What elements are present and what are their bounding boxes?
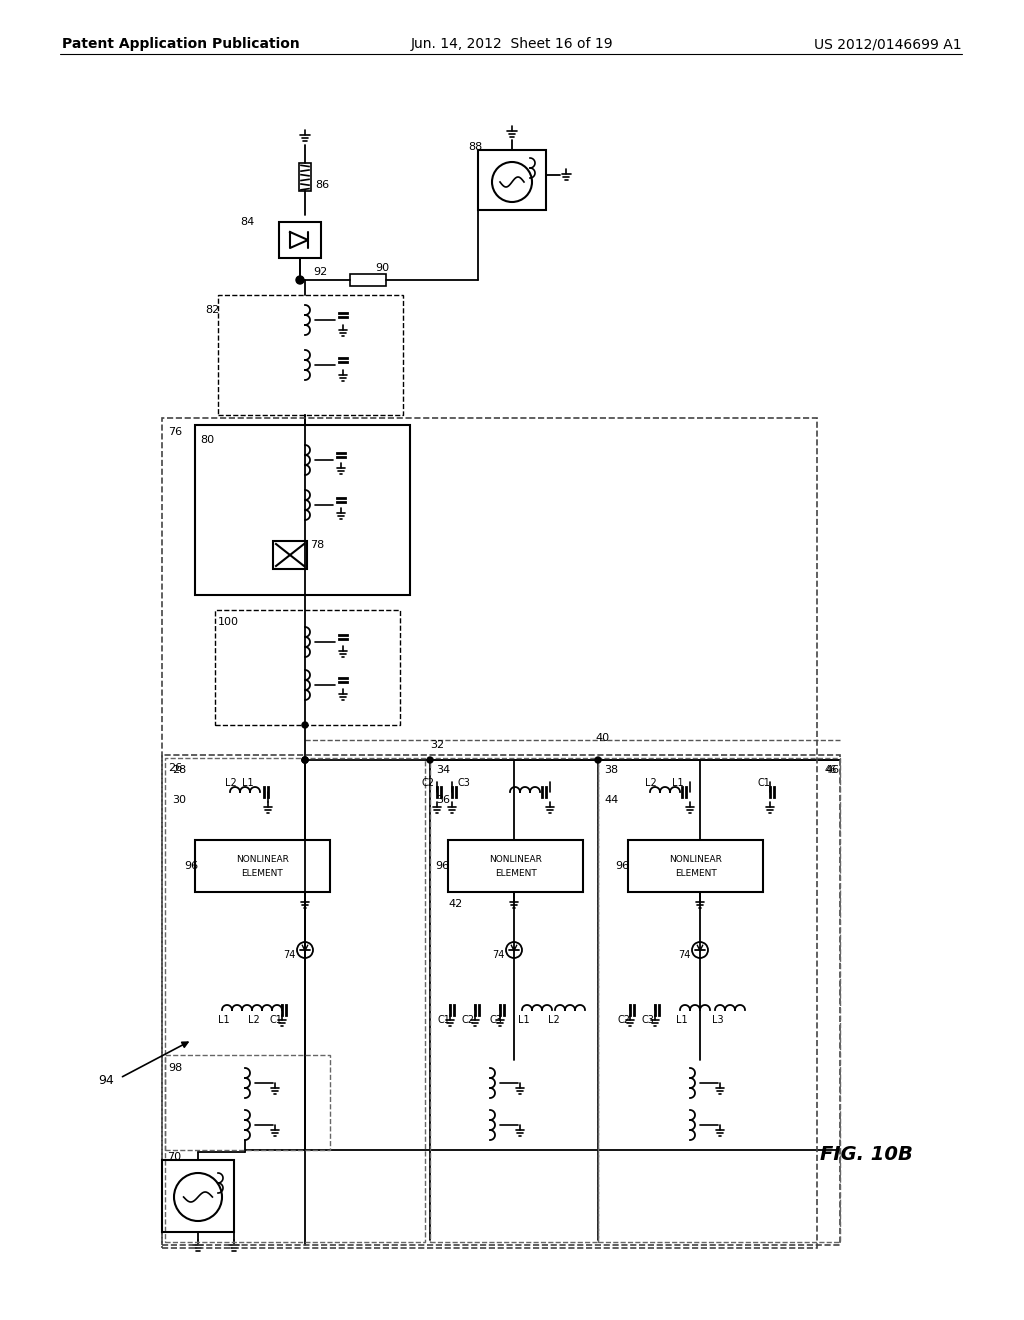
Text: NONLINEAR: NONLINEAR (489, 855, 542, 865)
Text: L2: L2 (645, 777, 656, 788)
Text: 74: 74 (678, 950, 690, 960)
Text: 26: 26 (168, 763, 182, 774)
Bar (162, 418, 817, 1247)
Text: L2: L2 (548, 1015, 560, 1026)
Circle shape (302, 756, 308, 763)
Circle shape (302, 756, 308, 763)
Bar (478, 150, 546, 210)
Text: 44: 44 (604, 795, 618, 805)
Text: 96: 96 (435, 861, 450, 871)
Text: 46: 46 (825, 766, 838, 775)
Text: L1: L1 (218, 1015, 229, 1026)
Text: ELEMENT: ELEMENT (675, 870, 717, 878)
Circle shape (595, 756, 601, 763)
Text: L2: L2 (248, 1015, 260, 1026)
Text: 96: 96 (615, 861, 629, 871)
Text: C3: C3 (490, 1015, 503, 1026)
Text: 94: 94 (98, 1073, 114, 1086)
Bar (195, 840, 330, 892)
Bar (628, 840, 763, 892)
Bar (350, 275, 386, 286)
Text: 96: 96 (184, 861, 198, 871)
Bar (299, 162, 311, 191)
Bar (218, 294, 403, 414)
Text: 32: 32 (430, 741, 444, 750)
Text: C2: C2 (462, 1015, 475, 1026)
Text: L1: L1 (242, 777, 254, 788)
Circle shape (427, 756, 433, 763)
Text: 74: 74 (283, 950, 295, 960)
Bar (430, 758, 598, 1242)
Text: 82: 82 (205, 305, 219, 315)
Bar (215, 610, 400, 725)
Text: NONLINEAR: NONLINEAR (669, 855, 722, 865)
Circle shape (297, 277, 303, 282)
Text: Patent Application Publication: Patent Application Publication (62, 37, 300, 51)
Bar (449, 840, 583, 892)
Text: NONLINEAR: NONLINEAR (237, 855, 289, 865)
Text: 28: 28 (172, 766, 186, 775)
Bar (165, 758, 425, 1242)
Bar (162, 755, 840, 1245)
Text: C3: C3 (458, 777, 471, 788)
Text: 92: 92 (313, 267, 328, 277)
Text: L3: L3 (712, 1015, 724, 1026)
Bar (162, 1160, 234, 1232)
Text: Jun. 14, 2012  Sheet 16 of 19: Jun. 14, 2012 Sheet 16 of 19 (411, 37, 613, 51)
Text: 78: 78 (310, 540, 325, 550)
Text: 70: 70 (167, 1152, 181, 1162)
Text: 90: 90 (375, 263, 389, 273)
Bar (165, 1055, 330, 1150)
Text: 80: 80 (200, 436, 214, 445)
Text: C1: C1 (758, 777, 771, 788)
Text: 76: 76 (168, 426, 182, 437)
Text: C1: C1 (270, 1015, 283, 1026)
Text: L1: L1 (672, 777, 684, 788)
Text: 100: 100 (218, 616, 239, 627)
Text: FIG. 10B: FIG. 10B (820, 1146, 912, 1164)
Text: ELEMENT: ELEMENT (242, 870, 284, 878)
Bar (598, 758, 840, 1242)
Text: 40: 40 (595, 733, 609, 743)
Text: 30: 30 (172, 795, 186, 805)
Circle shape (302, 756, 308, 763)
Text: C3: C3 (642, 1015, 655, 1026)
Text: 36: 36 (436, 795, 450, 805)
Text: 34: 34 (436, 766, 451, 775)
Circle shape (302, 722, 308, 729)
Bar (273, 541, 307, 569)
Text: C2: C2 (618, 1015, 631, 1026)
Text: 46: 46 (825, 766, 839, 775)
Text: 74: 74 (492, 950, 505, 960)
Text: 38: 38 (604, 766, 618, 775)
Bar (195, 425, 410, 595)
Text: 84: 84 (240, 216, 254, 227)
Text: US 2012/0146699 A1: US 2012/0146699 A1 (814, 37, 962, 51)
Text: 88: 88 (468, 143, 482, 152)
Text: C2: C2 (422, 777, 435, 788)
Text: 42: 42 (449, 899, 462, 909)
Text: ELEMENT: ELEMENT (495, 870, 537, 878)
Text: L1: L1 (518, 1015, 529, 1026)
Text: 98: 98 (168, 1063, 182, 1073)
Circle shape (296, 276, 304, 284)
Text: L1: L1 (676, 1015, 688, 1026)
Bar (279, 222, 321, 257)
Text: 86: 86 (315, 180, 329, 190)
Text: L2: L2 (225, 777, 237, 788)
Text: C1: C1 (438, 1015, 451, 1026)
